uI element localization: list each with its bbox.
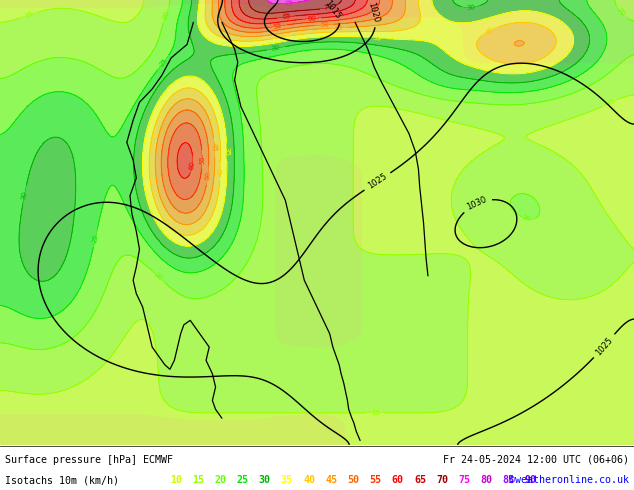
Text: 45: 45 [335, 24, 344, 31]
Text: 70: 70 [323, 3, 333, 11]
Text: 70: 70 [436, 475, 448, 485]
Text: 55: 55 [199, 155, 205, 164]
Text: 10: 10 [170, 475, 182, 485]
Text: 75: 75 [458, 475, 470, 485]
Text: 50: 50 [204, 171, 211, 180]
Text: 30: 30 [466, 4, 476, 11]
Text: 40: 40 [277, 33, 287, 41]
Text: 60: 60 [392, 475, 404, 485]
Text: 35: 35 [224, 147, 230, 156]
Text: 1025: 1025 [366, 172, 389, 191]
Text: 20: 20 [616, 7, 626, 18]
Text: 90: 90 [525, 475, 537, 485]
Text: 45: 45 [211, 143, 217, 152]
Text: 60: 60 [189, 160, 196, 170]
Text: 15: 15 [24, 11, 34, 19]
Text: 35: 35 [281, 475, 293, 485]
Text: 25: 25 [91, 233, 100, 243]
Text: 30: 30 [21, 190, 28, 200]
Text: 25: 25 [236, 475, 249, 485]
Text: 30: 30 [271, 45, 281, 52]
Text: 40: 40 [484, 26, 495, 35]
Text: 65: 65 [414, 475, 426, 485]
Text: 1025: 1025 [594, 335, 614, 357]
Text: ©weatheronline.co.uk: ©weatheronline.co.uk [509, 475, 629, 485]
Text: 55: 55 [273, 23, 283, 30]
Text: 1030: 1030 [465, 195, 489, 212]
Text: 25: 25 [158, 57, 168, 68]
Text: 20: 20 [214, 475, 226, 485]
Text: 20: 20 [153, 271, 164, 282]
Text: 35: 35 [373, 35, 382, 41]
Text: 80: 80 [481, 475, 493, 485]
Text: 15: 15 [605, 98, 616, 107]
Text: 15: 15 [371, 410, 380, 416]
Text: 20: 20 [162, 10, 171, 20]
Text: 50: 50 [320, 22, 329, 28]
Text: 40: 40 [303, 475, 315, 485]
Text: 45: 45 [325, 475, 337, 485]
Text: 55: 55 [370, 475, 382, 485]
Text: 65: 65 [281, 13, 291, 21]
Text: 20: 20 [521, 214, 531, 222]
Text: 60: 60 [307, 15, 316, 22]
Text: 15: 15 [192, 475, 204, 485]
Text: 75: 75 [283, 0, 293, 6]
Text: Fr 24-05-2024 12:00 UTC (06+06): Fr 24-05-2024 12:00 UTC (06+06) [443, 455, 629, 465]
Text: 40: 40 [217, 167, 224, 176]
Text: Isotachs 10m (km/h): Isotachs 10m (km/h) [5, 475, 119, 485]
Text: 1015: 1015 [323, 0, 343, 21]
Text: 1020: 1020 [366, 1, 380, 24]
Text: 85: 85 [503, 475, 515, 485]
Text: Surface pressure [hPa] ECMWF: Surface pressure [hPa] ECMWF [5, 455, 173, 465]
Text: 30: 30 [259, 475, 271, 485]
Text: 50: 50 [347, 475, 359, 485]
